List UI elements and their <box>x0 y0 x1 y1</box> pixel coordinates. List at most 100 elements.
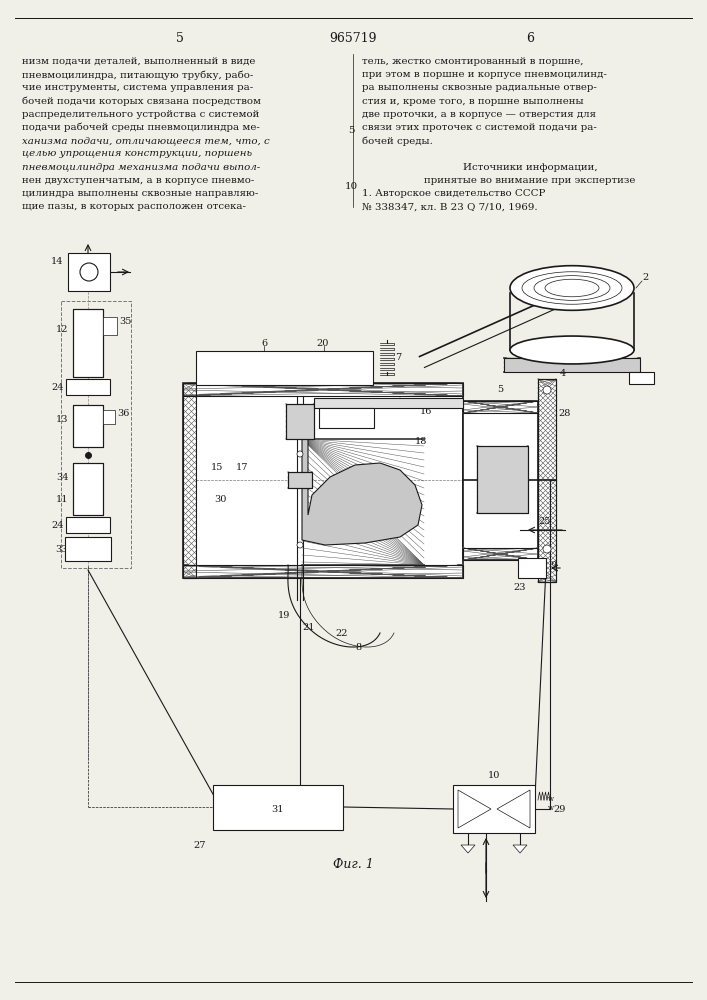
Bar <box>286 404 314 439</box>
Bar <box>453 785 535 833</box>
Bar <box>73 405 103 447</box>
Text: 1. Авторское свидетельство СССР: 1. Авторское свидетельство СССР <box>362 189 545 198</box>
Circle shape <box>297 451 303 457</box>
Bar <box>183 565 463 578</box>
Text: связи этих проточек с системой подачи ра-: связи этих проточек с системой подачи ра… <box>362 123 597 132</box>
Bar <box>538 379 556 582</box>
Bar <box>477 446 528 513</box>
Text: распределительного устройства с системой: распределительного устройства с системой <box>22 110 259 119</box>
Bar <box>73 405 103 447</box>
Ellipse shape <box>510 336 634 364</box>
Bar <box>463 401 538 413</box>
Text: 12: 12 <box>56 324 69 334</box>
Text: w
w: w w <box>548 795 554 812</box>
Text: целью упрощения конструкции, поршень: целью упрощения конструкции, поршень <box>22 149 252 158</box>
Text: 14: 14 <box>51 256 64 265</box>
Bar <box>518 558 546 578</box>
Bar <box>302 439 424 565</box>
Bar <box>477 446 528 513</box>
Text: 5: 5 <box>497 384 503 393</box>
Text: Источники информации,: Источники информации, <box>462 163 597 172</box>
Text: 4: 4 <box>560 369 566 378</box>
Bar <box>477 446 528 513</box>
Text: 25: 25 <box>538 518 550 526</box>
Polygon shape <box>513 845 527 853</box>
Text: принятые во внимание при экспертизе: принятые во внимание при экспертизе <box>424 176 636 185</box>
Text: 36: 36 <box>117 408 129 418</box>
Text: 22: 22 <box>335 629 348 638</box>
Text: 7: 7 <box>395 353 402 361</box>
Bar <box>73 463 103 515</box>
Text: 19: 19 <box>278 610 291 619</box>
Bar <box>73 463 103 515</box>
Bar <box>213 785 343 830</box>
Circle shape <box>80 263 98 281</box>
Text: пневмоцилиндра механизма подачи выпол-: пневмоцилиндра механизма подачи выпол- <box>22 163 260 172</box>
Bar <box>66 379 110 395</box>
Text: 29: 29 <box>553 804 566 814</box>
Text: 24: 24 <box>51 520 64 530</box>
Text: 34: 34 <box>56 474 69 483</box>
Circle shape <box>543 386 551 394</box>
Bar <box>183 383 463 578</box>
Bar <box>314 398 463 408</box>
Bar <box>463 401 538 413</box>
Bar <box>504 358 640 372</box>
Bar <box>68 253 110 291</box>
Circle shape <box>297 542 303 548</box>
Polygon shape <box>302 439 422 545</box>
Bar <box>538 379 556 582</box>
Text: 1: 1 <box>248 365 255 374</box>
Bar <box>61 301 131 568</box>
Bar <box>183 383 196 578</box>
Bar <box>183 383 196 578</box>
Bar <box>288 472 312 488</box>
Bar <box>538 379 556 582</box>
Bar <box>183 565 463 578</box>
Bar <box>286 404 314 439</box>
Text: 2: 2 <box>642 273 648 282</box>
Bar <box>183 383 463 396</box>
Text: 21: 21 <box>302 622 315 632</box>
Circle shape <box>543 545 551 553</box>
Bar <box>183 383 463 396</box>
Bar <box>504 358 640 372</box>
Bar <box>65 537 111 561</box>
Bar <box>288 472 312 488</box>
Bar <box>463 548 538 560</box>
Text: ра выполнены сквозные радиальные отвер-: ра выполнены сквозные радиальные отвер- <box>362 83 597 92</box>
Text: 23: 23 <box>513 584 525 592</box>
Text: 17: 17 <box>236 464 248 473</box>
Text: 5: 5 <box>176 31 184 44</box>
Text: бочей подачи которых связана посредством: бочей подачи которых связана посредством <box>22 97 261 106</box>
Bar <box>183 383 463 396</box>
Text: при этом в поршне и корпусе пневмоцилинд-: при этом в поршне и корпусе пневмоцилинд… <box>362 70 607 79</box>
Text: ханизма подачи, отличающееся тем, что, с: ханизма подачи, отличающееся тем, что, с <box>22 136 270 145</box>
Bar <box>183 565 463 578</box>
Bar <box>463 548 538 560</box>
Text: 6: 6 <box>526 31 534 44</box>
Bar <box>288 472 312 488</box>
Text: чие инструменты, система управления ра-: чие инструменты, система управления ра- <box>22 83 253 92</box>
Text: 9: 9 <box>550 562 556 570</box>
Bar <box>73 309 103 377</box>
Bar <box>103 410 115 424</box>
Text: пневмоцилиндра, питающую трубку, рабо-: пневмоцилиндра, питающую трубку, рабо- <box>22 70 253 80</box>
Text: № 338347, кл. В 23 Q 7/10, 1969.: № 338347, кл. В 23 Q 7/10, 1969. <box>362 202 537 211</box>
Text: стия и, кроме того, в поршне выполнены: стия и, кроме того, в поршне выполнены <box>362 97 583 106</box>
Bar <box>286 404 314 439</box>
Text: 33: 33 <box>55 544 67 554</box>
Text: 24: 24 <box>51 382 64 391</box>
Text: Фиг. 1: Фиг. 1 <box>332 858 373 871</box>
Bar <box>73 309 103 377</box>
Text: бочей среды.: бочей среды. <box>362 136 433 146</box>
Text: 3: 3 <box>534 280 540 290</box>
Bar <box>538 379 556 582</box>
Text: 28: 28 <box>558 408 571 418</box>
Text: 5: 5 <box>348 126 354 135</box>
Bar <box>288 472 312 488</box>
Text: цилиндра выполнены сквозные направляю-: цилиндра выполнены сквозные направляю- <box>22 189 258 198</box>
Text: 30: 30 <box>214 495 226 504</box>
Text: 20: 20 <box>316 338 328 348</box>
Text: 11: 11 <box>56 495 69 504</box>
